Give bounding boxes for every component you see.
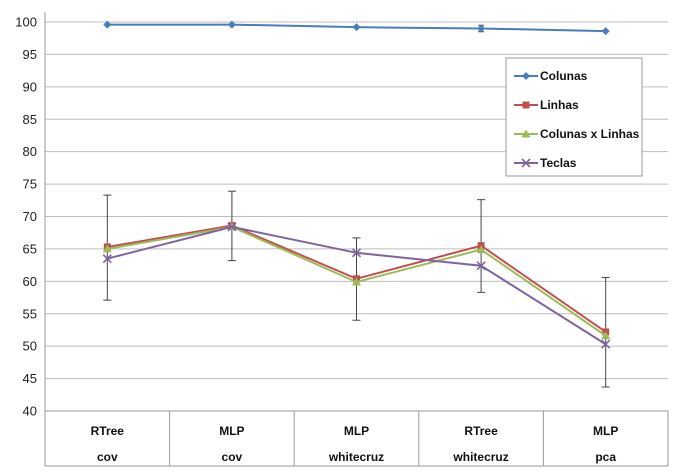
x-category-label-feature: whitecruz xyxy=(328,450,384,464)
x-category-label-feature: cov xyxy=(97,450,118,464)
legend-swatch-marker xyxy=(521,129,531,138)
y-tick-label: 65 xyxy=(23,241,37,256)
data-point xyxy=(102,244,112,253)
data-point xyxy=(352,23,361,32)
legend-label: Linhas xyxy=(540,98,579,112)
series-colunas xyxy=(103,20,610,36)
x-category-label-model: RTree xyxy=(91,424,125,438)
y-tick-label: 40 xyxy=(23,404,37,419)
legend-swatch-marker xyxy=(522,101,530,109)
error-bars xyxy=(103,190,610,388)
y-tick-label: 95 xyxy=(23,47,37,62)
x-category-label-feature: pca xyxy=(595,450,616,464)
data-point xyxy=(103,20,112,29)
y-tick-labels: 40 45 50 55 60 65 70 75 80 85 90 95 100 xyxy=(15,15,37,419)
y-tick-label: 90 xyxy=(23,79,37,94)
x-category-label-feature: cov xyxy=(222,450,243,464)
legend-item: Teclas xyxy=(514,156,577,170)
data-point xyxy=(601,331,611,340)
x-category-label-model: MLP xyxy=(344,424,369,438)
data-point xyxy=(352,277,361,286)
y-tick-label: 60 xyxy=(23,274,37,289)
x-marker-stroke xyxy=(601,339,611,349)
data-point xyxy=(227,20,236,29)
y-tick-label: 80 xyxy=(23,144,37,159)
axes xyxy=(44,12,669,467)
y-tick-label: 50 xyxy=(23,339,37,354)
x-marker-stroke xyxy=(227,222,237,232)
y-tick-label: 85 xyxy=(23,112,37,127)
legend-swatch-marker xyxy=(521,158,531,168)
legend-item: Linhas xyxy=(514,98,579,112)
x-marker-stroke xyxy=(476,261,486,271)
x-marker-stroke xyxy=(102,254,112,264)
legend-label: Colunas x Linhas xyxy=(540,127,640,141)
legend-box xyxy=(505,57,643,177)
data-point xyxy=(227,222,237,232)
x-marker-stroke xyxy=(351,248,362,258)
series-colunas-x-linhas xyxy=(102,222,611,340)
series-lines xyxy=(102,20,611,349)
data-point xyxy=(601,27,610,36)
y-tick-label: 55 xyxy=(23,306,37,321)
x-marker-stroke xyxy=(521,158,531,168)
legend-label: Teclas xyxy=(540,156,577,170)
data-point xyxy=(477,24,486,33)
legend-swatch-marker xyxy=(522,72,530,80)
y-tick-label: 70 xyxy=(23,209,37,224)
data-point xyxy=(476,261,486,271)
data-point xyxy=(102,254,112,264)
x-category-labels: RTree cov MLP cov MLP whitecruz RTree whitecruz… xyxy=(91,424,619,464)
data-point xyxy=(351,248,362,258)
y-tick-label: 75 xyxy=(23,177,37,192)
legend: Colunas Linhas Colunas x Linhas Teclas xyxy=(505,57,643,177)
legend-label: Colunas xyxy=(540,69,588,83)
data-point xyxy=(601,339,611,349)
data-point xyxy=(476,245,486,254)
y-tick-label: 45 xyxy=(23,371,37,386)
legend-item: Colunas x Linhas xyxy=(514,127,640,141)
x-category-label-feature: whitecruz xyxy=(452,450,508,464)
x-category-label-model: RTree xyxy=(464,424,498,438)
y-tick-label: 100 xyxy=(15,15,37,30)
legend-item: Colunas xyxy=(514,69,588,83)
x-category-label-model: MLP xyxy=(219,424,244,438)
x-category-label-model: MLP xyxy=(593,424,618,438)
series-teclas xyxy=(102,222,611,349)
